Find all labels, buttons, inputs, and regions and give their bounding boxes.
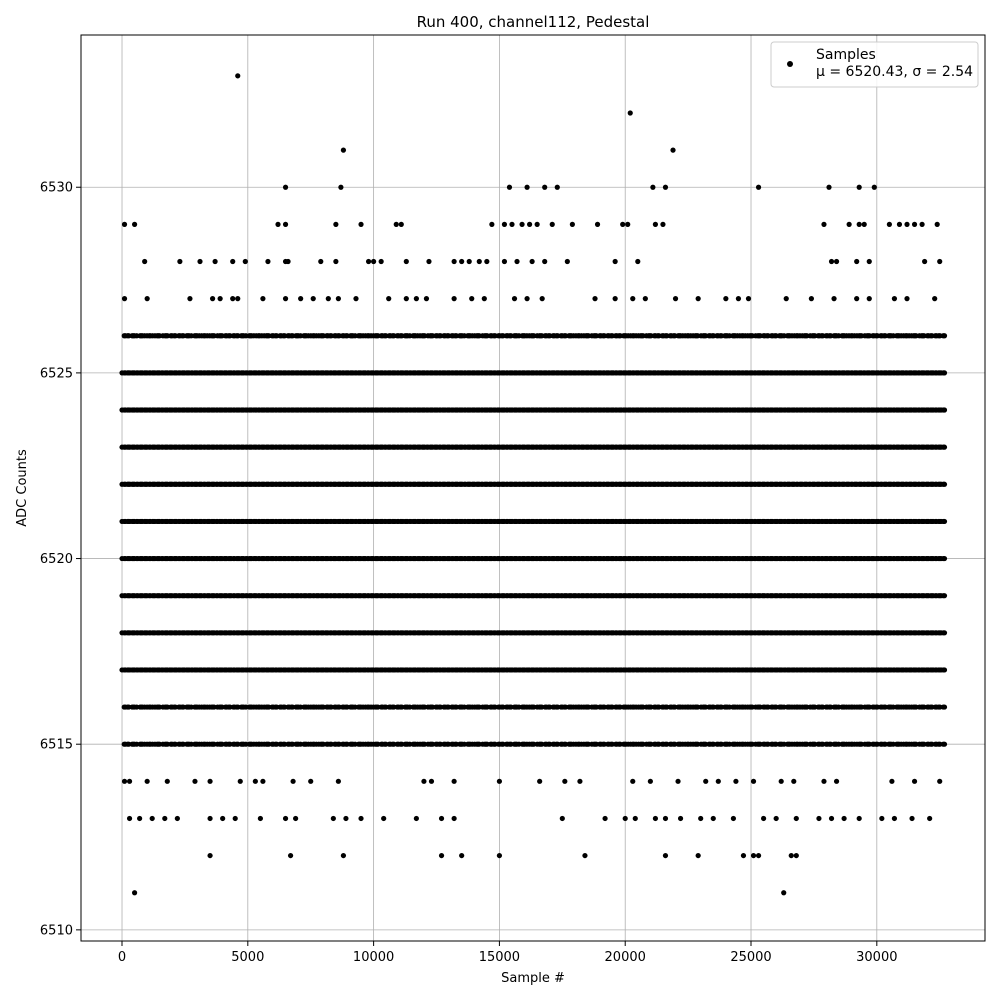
band-point: [941, 704, 948, 710]
band-point: [941, 667, 948, 673]
band-point: [941, 407, 948, 413]
data-points: [119, 73, 948, 896]
band-point: [941, 555, 948, 562]
band-point: [941, 518, 948, 525]
band-point: [941, 630, 948, 636]
band-point: [941, 593, 948, 599]
band-point: [941, 481, 948, 487]
band-point: [941, 444, 948, 450]
